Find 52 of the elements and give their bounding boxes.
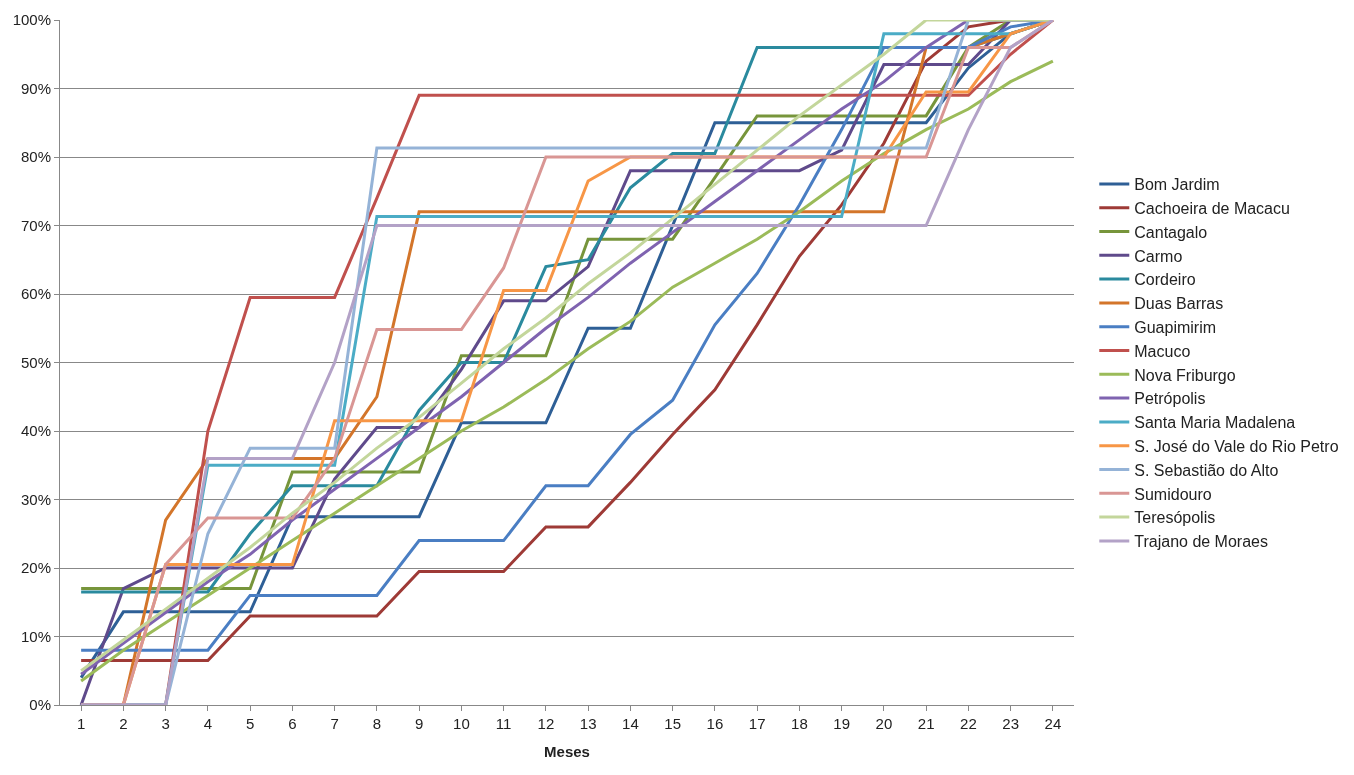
legend-label: Sumidouro [1134, 485, 1212, 503]
y-tick-label: 80% [20, 148, 51, 166]
legend-label: Carmo [1134, 247, 1183, 265]
y-tick-label: 40% [20, 422, 51, 440]
legend-label: Cachoeira de Macacu [1134, 199, 1290, 217]
legend-label: Cordeiro [1134, 271, 1196, 289]
legend-label: S. Sebastião do Alto [1134, 461, 1279, 479]
legend-label: Petrópolis [1134, 390, 1206, 408]
x-tick-label: 17 [748, 715, 766, 732]
x-tick-label: 12 [537, 715, 555, 732]
legend-label: Bom Jardim [1134, 176, 1220, 194]
x-tick-label: 18 [791, 715, 808, 732]
legend-label: Duas Barras [1134, 295, 1224, 313]
x-tick-label: 20 [875, 715, 893, 732]
x-tick-label: 11 [495, 715, 512, 732]
x-tick-label: 6 [288, 715, 297, 732]
x-tick-label: 16 [706, 715, 724, 732]
legend-label: Nova Friburgo [1134, 366, 1236, 384]
x-tick-label: 22 [960, 715, 977, 732]
x-tick-label: 2 [119, 715, 128, 732]
x-tick-label: 1 [76, 715, 86, 732]
x-tick-label: 10 [453, 715, 470, 732]
x-tick-label: 23 [1002, 715, 1019, 732]
y-tick-label: 50% [20, 353, 51, 371]
legend-label: Macuco [1134, 342, 1191, 360]
y-tick-label: 20% [20, 559, 51, 577]
x-tick-label: 5 [245, 715, 255, 732]
y-tick-label: 70% [20, 216, 51, 234]
x-tick-label: 15 [664, 715, 681, 732]
x-tick-label: 21 [917, 715, 935, 732]
legend-label: Trajano de Moraes [1134, 533, 1268, 551]
x-tick-label: 7 [330, 715, 339, 732]
x-tick-label: 8 [372, 715, 382, 732]
x-tick-label: 9 [414, 715, 424, 732]
legend-label: Cantagalo [1134, 223, 1208, 241]
y-tick-label: 10% [20, 627, 51, 645]
y-tick-label: 60% [20, 285, 51, 303]
legend-label: Santa Maria Madalena [1134, 414, 1296, 432]
x-tick-label: 19 [833, 715, 850, 732]
x-tick-label: 14 [622, 715, 639, 732]
legend-label: S. José do Vale do Rio Petro [1134, 437, 1339, 455]
x-axis-title: Meses [544, 743, 590, 760]
x-tick-label: 13 [579, 715, 597, 732]
x-tick-label: 24 [1044, 715, 1062, 732]
y-tick-label: 90% [20, 79, 51, 97]
y-tick-label: 0% [29, 696, 51, 714]
legend-label: Teresópolis [1134, 509, 1216, 527]
x-tick-label: 3 [161, 715, 170, 732]
y-tick-label: 30% [20, 490, 51, 508]
y-tick-label: 100% [12, 11, 51, 29]
x-tick-label: 4 [203, 715, 213, 732]
legend-label: Guapimirim [1134, 318, 1217, 336]
